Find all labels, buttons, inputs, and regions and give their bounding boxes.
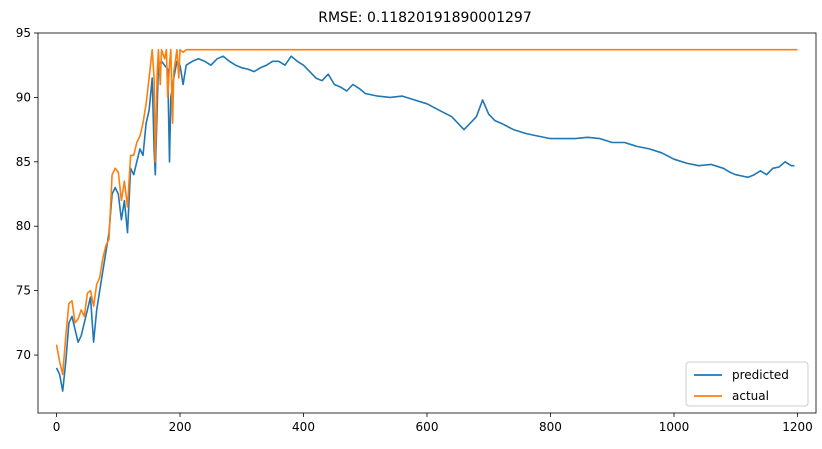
x-tick-label: 400: [292, 420, 315, 434]
y-axis: 70 75 80 85 90 95: [16, 26, 38, 362]
legend-label-predicted: predicted: [732, 368, 789, 382]
y-tick-label: 75: [16, 284, 31, 298]
x-tick-label: 600: [416, 420, 439, 434]
x-tick-label: 800: [539, 420, 562, 434]
series-line-predicted: [55, 55, 795, 392]
plot-frame: [37, 32, 817, 414]
y-tick-label: 70: [16, 348, 31, 362]
y-tick-label: 80: [16, 219, 31, 233]
chart-title: RMSE: 0.11820191890001297: [318, 10, 532, 26]
y-tick-label: 85: [16, 155, 31, 169]
y-tick-label: 95: [16, 26, 31, 40]
x-tick-label: 1000: [659, 420, 690, 434]
series-line-actual: [55, 48, 798, 376]
x-tick-label: 1200: [782, 420, 813, 434]
plot-area: [55, 48, 798, 392]
x-tick-label: 200: [169, 420, 192, 434]
x-tick-label: 0: [53, 420, 61, 434]
legend: predicted actual: [685, 361, 809, 407]
legend-box: [685, 361, 809, 407]
y-tick-label: 90: [16, 90, 31, 104]
legend-label-actual: actual: [732, 389, 769, 403]
x-axis: 0 200 400 600 800 1000 1200: [53, 413, 813, 434]
